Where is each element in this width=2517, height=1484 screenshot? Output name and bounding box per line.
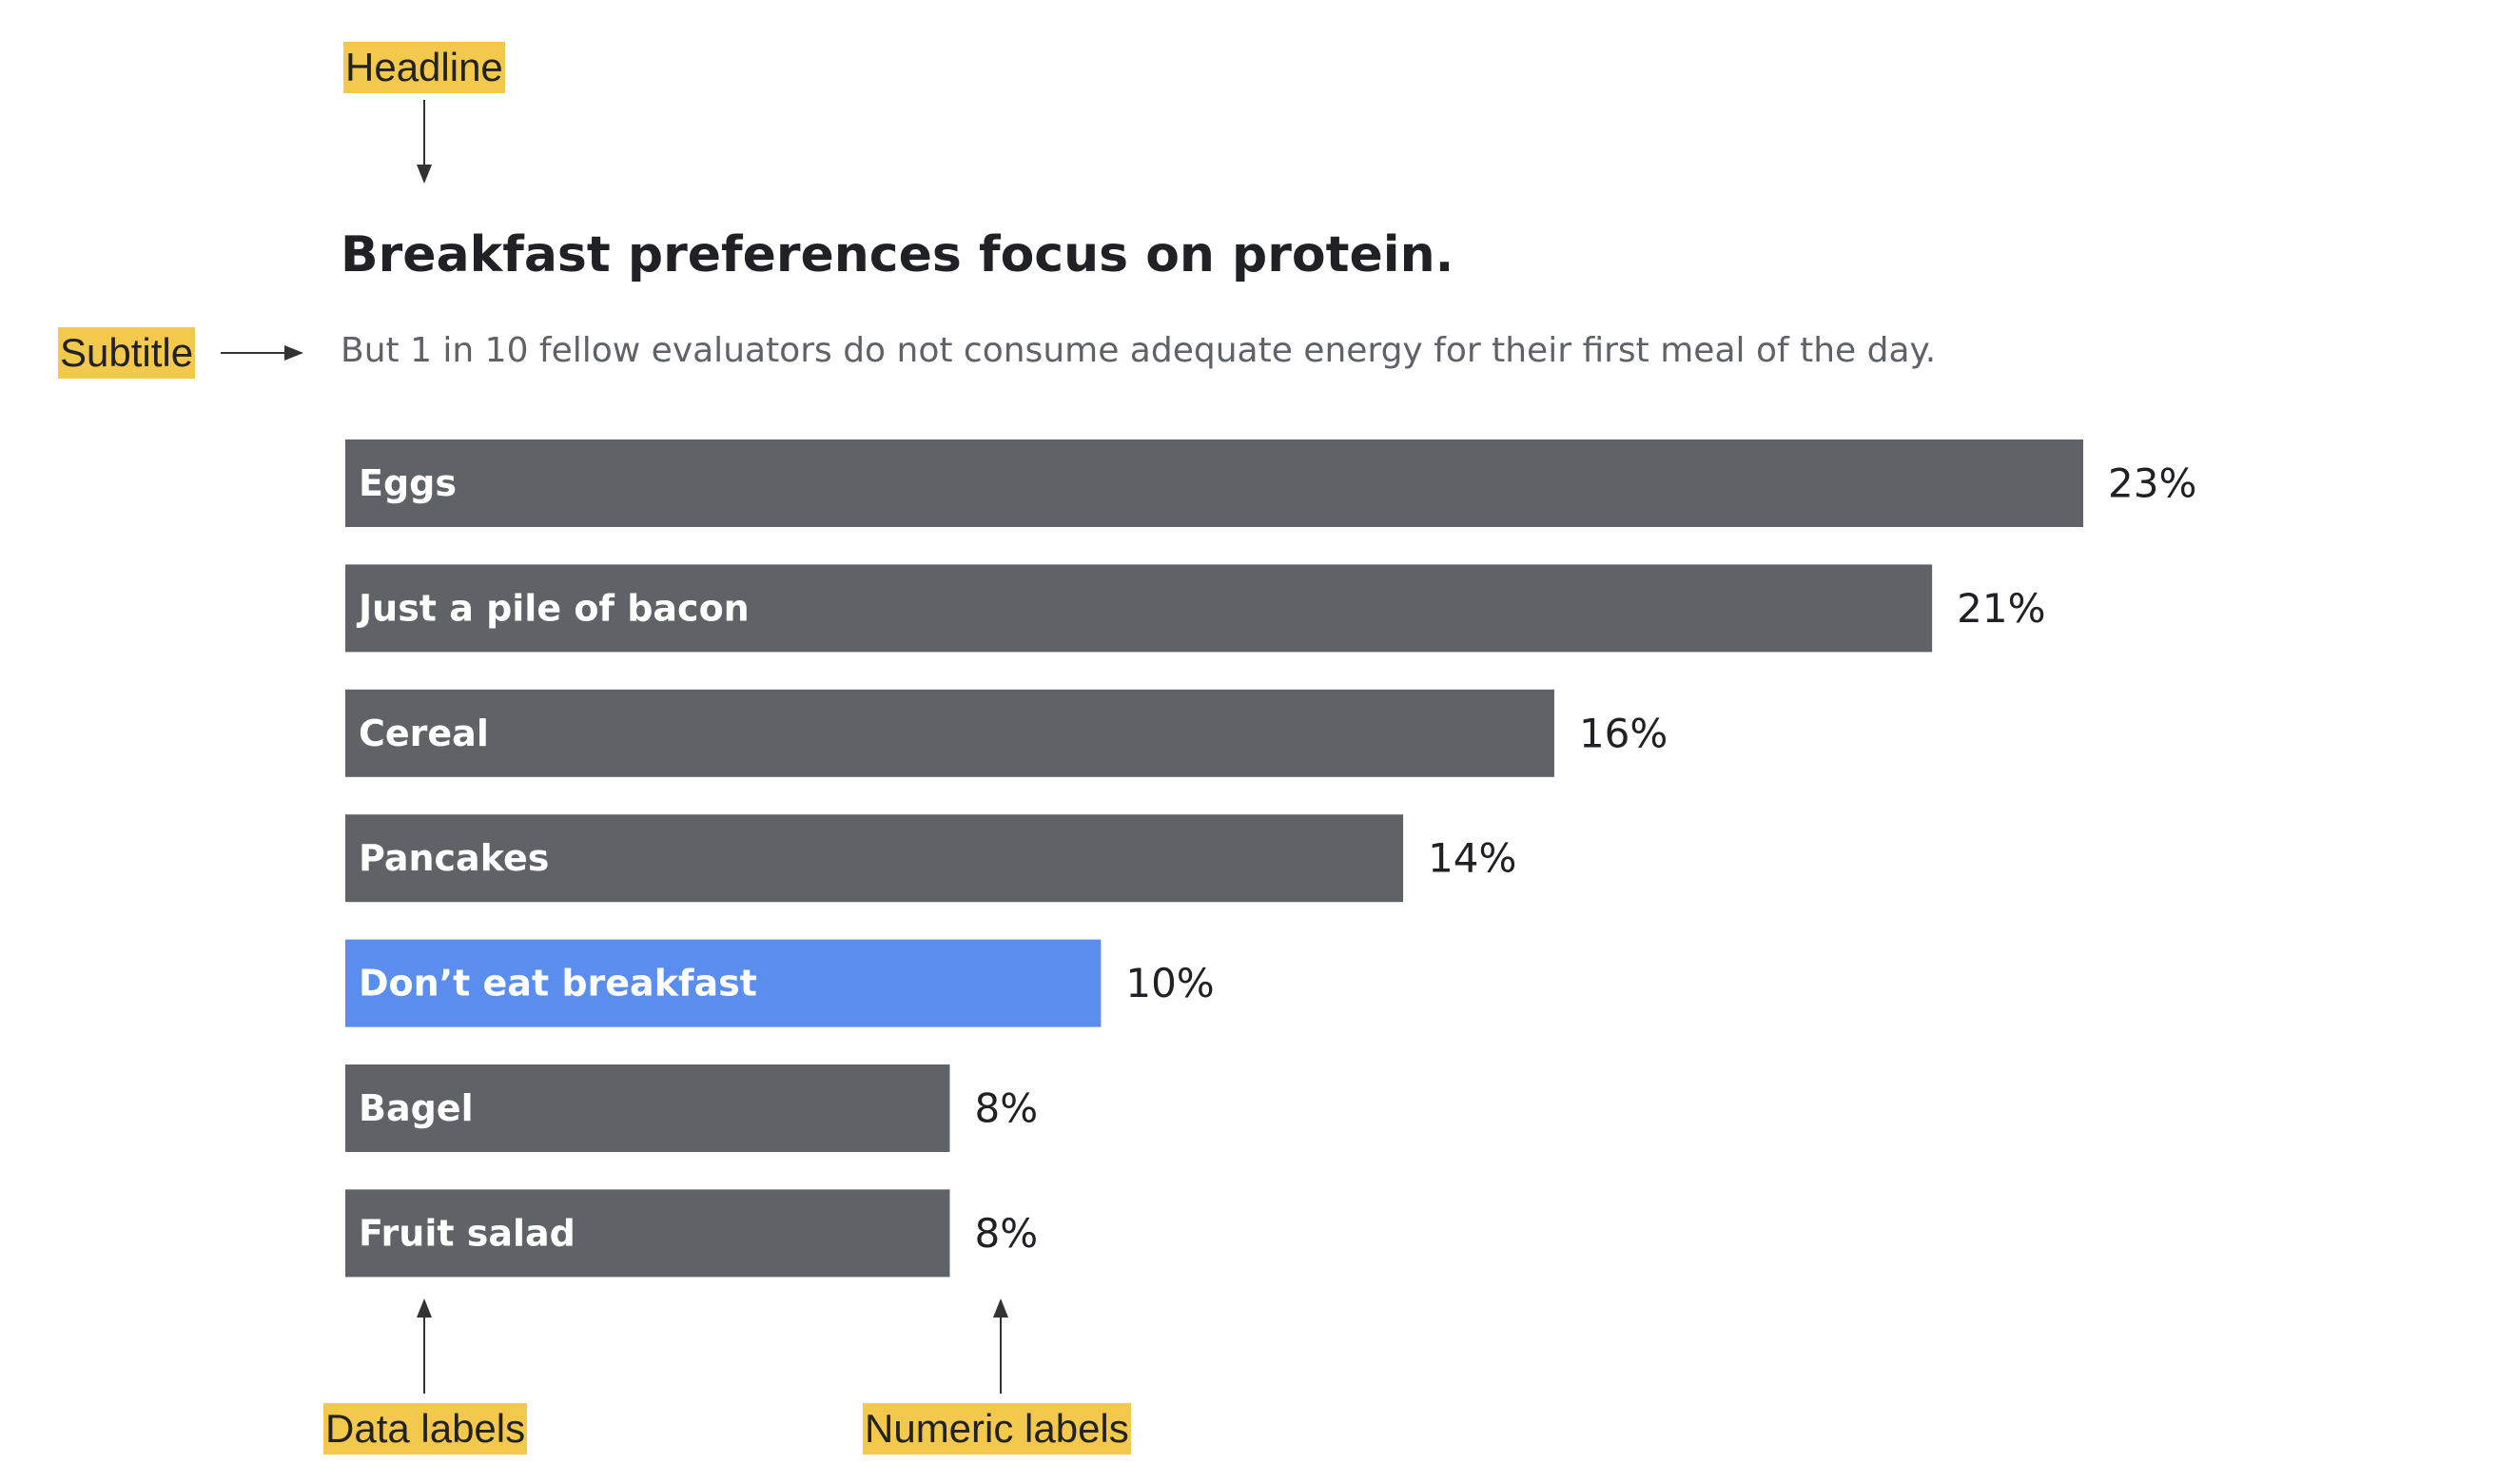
subtitle-callout: Subtitle <box>58 327 196 379</box>
bar-value-label: 23% <box>2108 460 2196 507</box>
bar-category-label: Fruit salad <box>359 1212 576 1254</box>
bar-value-label: 14% <box>1428 835 1516 882</box>
bar-value-label: 8% <box>974 1210 1038 1257</box>
bar-category-label: Eggs <box>359 462 457 504</box>
bar-6 <box>345 1189 950 1278</box>
chart-subtitle: But 1 in 10 fellow evaluators do not con… <box>341 331 1937 370</box>
bar-value-label: 10% <box>1125 960 1214 1006</box>
bar-category-label: Cereal <box>359 713 489 754</box>
bar-category-label: Just a pile of bacon <box>356 587 750 629</box>
bar-0 <box>345 439 2083 527</box>
bar-category-label: Don’t eat breakfast <box>359 963 757 1005</box>
bar-4 <box>345 939 1102 1027</box>
headline-callout: Headline <box>343 42 505 93</box>
bar-category-label: Bagel <box>359 1087 474 1129</box>
data-labels-callout: Data labels <box>323 1403 528 1455</box>
bar-value-label: 21% <box>1957 585 2045 632</box>
bar-5 <box>345 1064 950 1152</box>
bar-value-label: 16% <box>1579 710 1668 756</box>
numeric-labels-callout: Numeric labels <box>863 1403 1131 1455</box>
bar-1 <box>345 564 1933 653</box>
chart-title: Breakfast preferences focus on protein. <box>341 226 1454 283</box>
bar-value-label: 8% <box>974 1085 1038 1132</box>
bar-3 <box>345 814 1404 903</box>
bar-category-label: Pancakes <box>359 837 549 879</box>
bar-2 <box>345 689 1554 777</box>
bar-group: Eggs 23% Just a pile of bacon 21% Cereal 16% P… <box>345 439 2196 1278</box>
